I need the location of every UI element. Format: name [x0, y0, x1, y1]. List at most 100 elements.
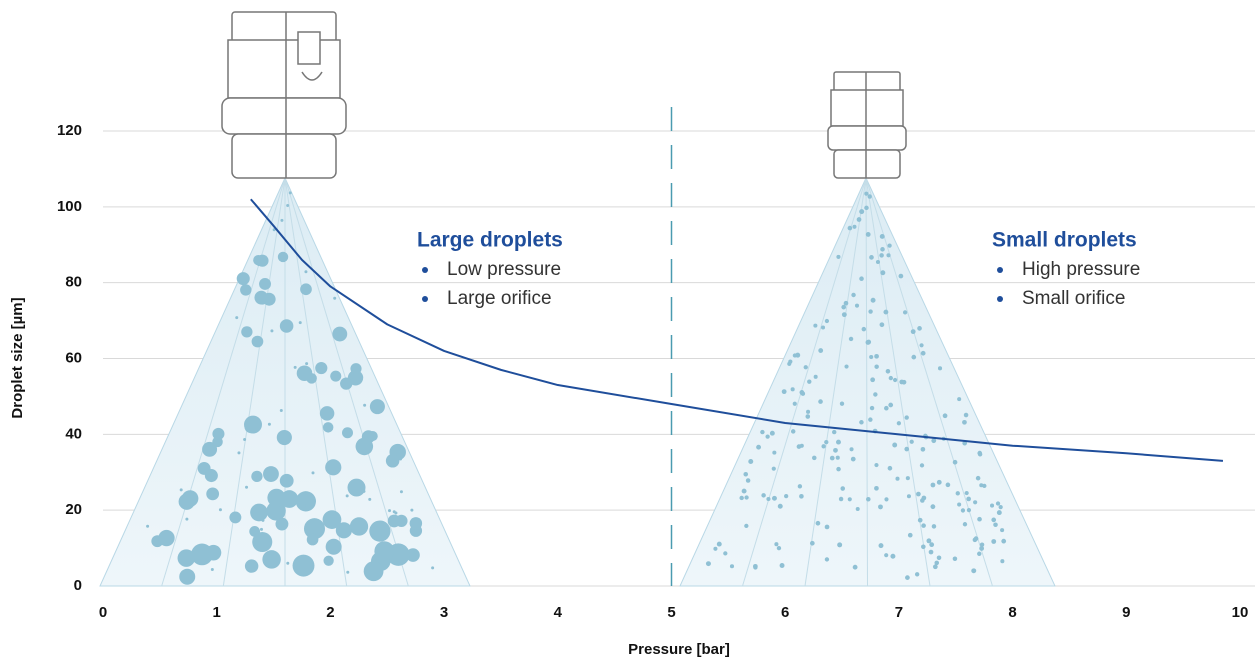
droplet	[374, 541, 395, 562]
droplet	[991, 517, 997, 523]
droplet	[279, 473, 294, 488]
droplet	[848, 336, 854, 342]
droplet	[916, 491, 921, 497]
droplet	[303, 518, 326, 540]
droplet	[869, 405, 875, 411]
droplet	[850, 456, 856, 462]
droplet	[883, 309, 889, 315]
droplet	[880, 270, 886, 276]
droplet	[907, 532, 913, 538]
droplet	[962, 522, 968, 527]
droplet	[202, 441, 218, 457]
droplet	[861, 326, 867, 332]
droplet	[146, 524, 150, 528]
droplet	[777, 503, 783, 509]
droplet	[884, 497, 889, 502]
droplet	[896, 421, 901, 426]
droplet	[902, 310, 908, 315]
spray-illustration	[99, 176, 1056, 587]
droplet	[244, 559, 259, 573]
droplet	[300, 283, 312, 296]
droplet	[235, 316, 239, 320]
droplet	[875, 259, 881, 265]
droplet	[286, 561, 290, 565]
droplet	[856, 217, 862, 222]
droplet	[847, 497, 852, 502]
droplet	[340, 377, 353, 390]
droplet	[990, 503, 995, 508]
droplet	[803, 365, 808, 370]
droplet	[874, 364, 879, 369]
droplet	[813, 374, 818, 379]
droplet	[945, 482, 951, 488]
droplet	[210, 567, 214, 571]
annotation-title: Large droplets	[417, 229, 563, 252]
spray-ray	[865, 177, 931, 587]
droplet	[251, 335, 264, 348]
droplet	[914, 572, 920, 577]
droplet	[267, 422, 271, 426]
spray-ray	[742, 177, 867, 587]
droplet	[838, 496, 844, 502]
droplet	[367, 431, 378, 442]
droplet	[752, 563, 758, 569]
droplet	[833, 447, 838, 453]
droplet	[975, 475, 981, 481]
x-tick-label: 0	[99, 604, 107, 621]
droplet	[905, 476, 910, 481]
droplet	[771, 495, 777, 501]
droplet	[292, 554, 315, 577]
droplet	[929, 542, 935, 548]
droplet	[921, 523, 926, 528]
droplet	[966, 496, 971, 502]
droplet	[905, 575, 910, 580]
droplet	[256, 254, 269, 267]
droplet	[295, 491, 316, 512]
droplet	[363, 403, 367, 407]
droplet	[870, 377, 876, 383]
droplet	[859, 276, 864, 281]
droplet	[251, 470, 263, 483]
x-tick-label: 3	[440, 604, 448, 621]
droplet	[293, 365, 297, 369]
droplet	[854, 303, 860, 308]
droplet	[836, 466, 841, 472]
droplet	[921, 544, 926, 550]
droplet	[790, 429, 796, 434]
droplet	[282, 321, 286, 325]
droplet	[911, 354, 917, 360]
droplet	[821, 444, 826, 449]
droplet	[304, 270, 308, 274]
droplet	[979, 546, 985, 551]
droplet	[229, 511, 242, 524]
droplet	[254, 290, 269, 305]
droplet	[977, 516, 982, 522]
droplet	[919, 463, 925, 468]
droplet	[865, 232, 871, 237]
droplet	[824, 440, 829, 445]
droplet	[936, 555, 942, 561]
droplet	[979, 483, 984, 488]
droplet	[832, 429, 837, 435]
droplet	[809, 540, 815, 546]
x-tick-label: 9	[1122, 604, 1130, 621]
droplet	[244, 415, 262, 434]
droplet	[305, 362, 309, 366]
droplet	[818, 399, 823, 404]
droplet	[904, 415, 909, 420]
droplet	[932, 564, 938, 570]
droplet	[179, 488, 183, 492]
droplet	[266, 501, 286, 521]
droplet	[766, 496, 771, 502]
droplet	[325, 538, 342, 555]
droplet	[179, 568, 196, 585]
droplet	[323, 555, 334, 566]
droplet	[874, 353, 879, 359]
droplet	[931, 438, 937, 444]
droplet	[873, 392, 878, 397]
droplet	[410, 508, 414, 512]
droplet	[957, 502, 962, 507]
droplet	[952, 459, 958, 465]
droplet	[381, 534, 385, 538]
x-tick-label: 8	[1008, 604, 1016, 621]
